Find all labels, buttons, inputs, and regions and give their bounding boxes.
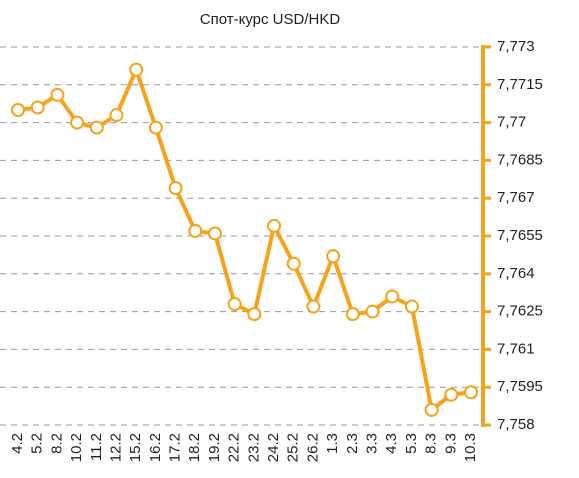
x-tick-label: 18.2	[186, 433, 203, 462]
point	[424, 402, 439, 417]
point	[286, 256, 301, 271]
y-tick-label: 7,77	[497, 114, 526, 131]
point	[345, 307, 360, 322]
x-tick-label: 8.3	[423, 433, 440, 454]
x-tick-label: 16.2	[147, 433, 164, 462]
x-tick-label: 10.3	[462, 433, 479, 462]
x-tick-label: 1.3	[324, 433, 341, 454]
point	[168, 181, 183, 196]
point	[30, 100, 45, 115]
y-tick-label: 7,767	[497, 189, 535, 206]
x-tick-label: 12.2	[107, 433, 124, 462]
x-tick-label: 26.2	[304, 433, 321, 462]
y-tick-label: 7,7595	[497, 378, 543, 395]
point	[385, 289, 400, 304]
x-tick-label: 17.2	[167, 433, 184, 462]
x-tick-label: 19.2	[206, 433, 223, 462]
point	[50, 87, 65, 102]
point	[227, 297, 242, 312]
point	[464, 385, 478, 400]
x-tick-label: 24.2	[265, 433, 282, 462]
y-tick-label: 7,7685	[497, 151, 543, 168]
x-tick-label: 22.2	[226, 433, 243, 462]
x-tick-label: 3.3	[363, 433, 380, 454]
y-tick-label: 7,7715	[497, 76, 543, 93]
x-tick-label: 11.2	[88, 433, 105, 461]
point	[404, 299, 419, 314]
x-tick-label: 4.2	[9, 433, 26, 454]
point	[247, 307, 262, 322]
y-tick-label: 7,758	[497, 416, 535, 433]
x-tick-label: 10.2	[68, 433, 85, 462]
point	[326, 249, 341, 264]
line	[17, 67, 472, 412]
point	[188, 223, 203, 238]
x-tick-label: 5.3	[403, 433, 420, 454]
point	[148, 120, 163, 135]
point	[207, 226, 222, 241]
x-tick-label: 2.3	[344, 433, 361, 454]
x-tick-label: 8.2	[48, 433, 65, 454]
y-tick-label: 7,773	[497, 38, 535, 55]
y-tick-label: 7,7625	[497, 303, 543, 320]
x-tick-label: 15.2	[127, 433, 144, 462]
x-tick-label: 9.3	[442, 433, 459, 454]
x-tick-label: 25.2	[285, 433, 302, 462]
chart-title: Спот-курс USD/HKD	[200, 11, 341, 28]
x-tick-label: 5.2	[29, 433, 46, 454]
x-tick-label: 23.2	[245, 433, 262, 462]
point	[11, 103, 25, 117]
point	[365, 304, 380, 319]
x-tick-label: 4.3	[383, 433, 400, 454]
y-tick-label: 7,761	[497, 340, 535, 357]
y-tick-label: 7,764	[497, 265, 535, 282]
point	[267, 218, 282, 233]
point	[129, 62, 144, 77]
point	[109, 108, 124, 123]
point	[89, 120, 104, 135]
point	[70, 115, 85, 130]
point	[444, 387, 459, 402]
point	[306, 299, 321, 314]
y-tick-label: 7,7655	[497, 227, 543, 244]
